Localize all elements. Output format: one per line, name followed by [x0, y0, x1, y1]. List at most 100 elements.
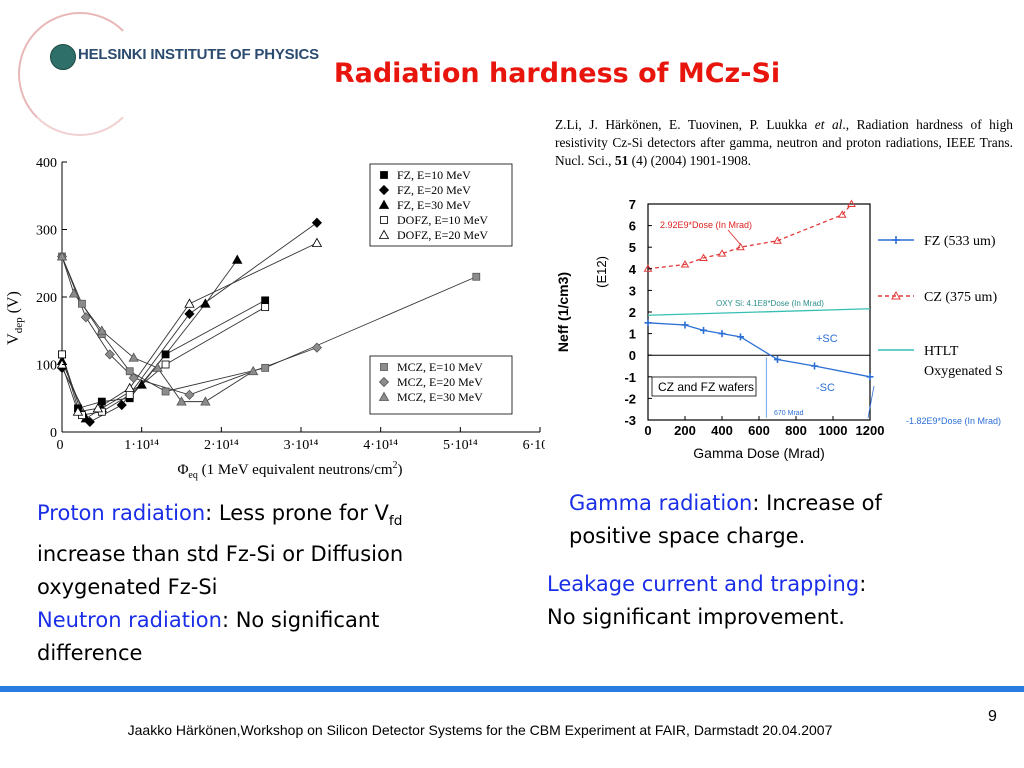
- vdep-legend-marker: [380, 171, 388, 179]
- gamma-legend-marker: [892, 236, 900, 244]
- ref-volume: 51: [614, 153, 629, 168]
- vdep-data-point: [128, 372, 139, 384]
- gamma-data-point: [837, 210, 847, 218]
- gamma-data-point: [847, 199, 856, 207]
- vdep-legend-box: [369, 163, 513, 247]
- vdep-x-tick-label: 3·10¹⁴: [284, 438, 319, 453]
- proton-paragraph: Proton radiation: Less prone for Vfd inc…: [37, 497, 542, 670]
- globe-icon: [50, 44, 76, 70]
- vdep-data-point: [116, 399, 127, 411]
- page-number: 9: [988, 708, 997, 725]
- vdep-data-point: [184, 298, 195, 308]
- gamma-y-tick-label: -2: [624, 391, 636, 406]
- footer-text: Jaakko Härkönen,Workshop on Silicon Dete…: [127, 722, 833, 738]
- vdep-legend-box: [369, 355, 513, 415]
- gamma-data-point: [680, 259, 690, 268]
- gamma-wafer-box: [651, 376, 757, 397]
- gamma-data-point: [737, 333, 744, 341]
- gamma-y-tick-label: -1: [624, 370, 636, 385]
- vdep-data-point: [472, 272, 481, 281]
- vdep-x-axis-label: Φeq (1 MeV equivalent neutrons/cm2): [177, 460, 402, 481]
- reference-citation: Z.Li, J. Härkönen, E. Tuovinen, P. Luukk…: [555, 116, 1013, 170]
- gamma-legend-label: Oxygenated S: [924, 364, 1003, 379]
- vdep-data-point: [92, 403, 104, 413]
- vdep-series-line: [61, 242, 318, 413]
- vdep-legend-marker: [378, 391, 390, 401]
- vdep-data-point: [68, 288, 80, 298]
- gamma-y-axis-label: Neff (1/cm3): [555, 272, 571, 352]
- vdep-data-point: [125, 367, 134, 376]
- vdep-y-axis-label: Vdep (V): [5, 291, 25, 345]
- gamma-data-point: [866, 373, 874, 381]
- gamma-legend-label: FZ (533 um): [924, 234, 996, 249]
- vdep-data-point: [125, 390, 134, 399]
- vdep-data-point: [311, 342, 322, 353]
- gamma-cz-arrow: [727, 229, 741, 245]
- vdep-data-point: [161, 387, 170, 396]
- vdep-y-tick-label: 200: [36, 291, 57, 306]
- gamma-y-tick-label: -3: [624, 413, 636, 428]
- gamma-data-point: [773, 236, 782, 244]
- gamma-data-point: [643, 264, 653, 272]
- leakage-text-b: No significant improvement.: [547, 605, 845, 629]
- vdep-data-point: [104, 349, 115, 360]
- vdep-y-tick-label: 100: [36, 359, 57, 374]
- page-title: Radiation hardness of MCz-Si: [333, 58, 781, 89]
- vdep-chart: 0 100 200 300 400 0 1·10¹⁴ 2·10¹⁴ 3·10¹⁴ 4·10¹⁴ 5·…: [5, 156, 545, 481]
- vdep-data-point: [261, 303, 270, 312]
- gamma-paragraph: Gamma radiation: Increase of positive sp…: [569, 487, 1019, 553]
- proton-text-a: : Less prone for V: [205, 501, 389, 525]
- gamma-chart: 7 6 5 4 3 2 1 0 -1 -2 -3 0 200 400 600 800 1000 1200 Gamma…: [555, 197, 1003, 461]
- gamma-y-tick-label: 0: [629, 348, 636, 363]
- vdep-legend-marker: [380, 363, 388, 371]
- proton-text-c: oxygenated Fz-Si: [37, 575, 218, 600]
- vdep-legend-label: MCZ, E=20 MeV: [397, 375, 483, 389]
- vdep-legend-marker: [378, 229, 390, 239]
- gamma-x-tick-label: 600: [748, 423, 770, 438]
- gamma-y-tick-label: 4: [629, 262, 637, 277]
- neutron-label: Neutron radiation: [37, 608, 222, 633]
- gamma-x-axis-label: Gamma Dose (Mrad): [693, 445, 824, 461]
- gamma-data-point: [644, 319, 652, 327]
- gamma-x-tick-label: 800: [785, 423, 807, 438]
- gamma-x-tick-label: 1200: [856, 423, 885, 438]
- gamma-plus-sc: +SC: [816, 333, 838, 345]
- vdep-data-point: [72, 406, 84, 416]
- vdep-legend-label: DOFZ, E=20 MeV: [397, 228, 488, 242]
- vdep-data-point: [124, 382, 135, 393]
- vdep-legend-marker: [380, 216, 388, 224]
- vdep-data-point: [80, 312, 91, 323]
- logo-ring: [18, 12, 142, 136]
- vdep-data-point: [56, 251, 68, 261]
- gamma-y-unit-label: (E12): [594, 256, 609, 288]
- gamma-text-b: positive space charge.: [569, 524, 806, 548]
- vdep-data-point: [311, 237, 323, 247]
- leakage-paragraph: Leakage current and trapping: No signifi…: [547, 568, 1017, 634]
- gamma-fz-annotation: -1.82E9*Dose (In Mrad): [906, 416, 1001, 426]
- gamma-fz-arrow: [867, 385, 875, 419]
- vdep-legend-marker: [378, 184, 390, 196]
- gamma-wafer-label: CZ and FZ wafers: [658, 380, 754, 394]
- vdep-x-tick-label: 4·10¹⁴: [363, 438, 398, 453]
- gamma-y-tick-label: 3: [629, 283, 636, 298]
- vdep-data-point: [184, 389, 195, 400]
- vdep-series-line: [61, 259, 238, 420]
- vdep-legend-marker: [378, 376, 390, 388]
- gamma-data-point: [811, 362, 818, 370]
- neutron-text-b: difference: [37, 641, 143, 666]
- gamma-data-point: [681, 321, 689, 329]
- vdep-x-tick-label: 2·10¹⁴: [204, 438, 239, 453]
- gamma-cz-annotation: 2.92E9*Dose (In Mrad): [660, 220, 752, 230]
- vdep-data-point: [200, 298, 211, 308]
- vdep-data-point: [184, 308, 195, 319]
- gamma-legend-label: HTLT: [924, 344, 959, 359]
- gamma-x-tick-label: 1000: [819, 423, 848, 438]
- gamma-data-point: [717, 249, 727, 257]
- gamma-y-tick-label: 5: [629, 240, 636, 255]
- vdep-data-point: [161, 350, 170, 359]
- proton-text-b: increase than std Fz-Si or Diffusion: [37, 542, 404, 567]
- vdep-data-point: [248, 365, 259, 376]
- gamma-data-point: [718, 330, 726, 338]
- leakage-label: Leakage current and trapping: [547, 572, 860, 596]
- gamma-oxy-annotation: OXY Si: 4.1E8*Dose (In Mrad): [716, 299, 824, 308]
